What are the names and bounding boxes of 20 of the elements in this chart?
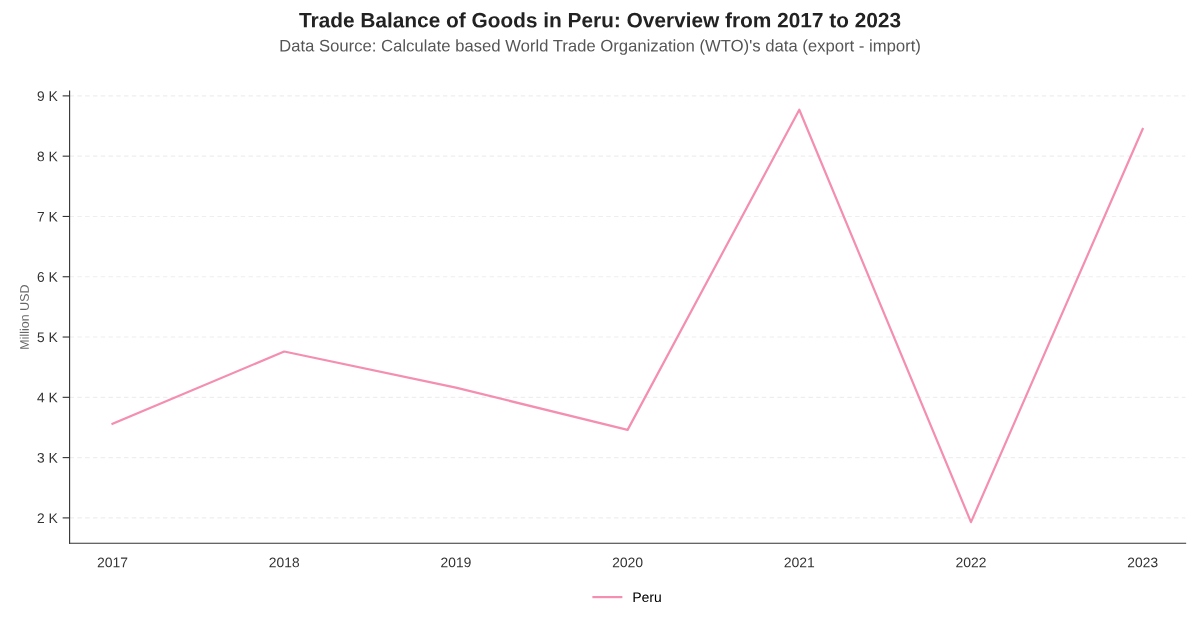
x-tick-label: 2019 (441, 557, 471, 568)
y-tick-label: 3 K (37, 452, 58, 463)
legend-label: Peru (633, 592, 661, 603)
x-tick-label: 2020 (612, 557, 643, 568)
x-tick-label: 2017 (97, 557, 128, 568)
y-tick-label: 6 K (37, 272, 58, 282)
y-axis-title: Million USD (19, 285, 29, 349)
x-tick-label: 2023 (1127, 557, 1158, 568)
y-tick-label: 2 K (37, 513, 58, 523)
chart-title: Trade Balance of Goods in Peru: Overview from 2017 to 2023 (299, 12, 901, 28)
line-series (111, 108, 1144, 524)
y-tick-label: 7 K (37, 211, 58, 222)
x-tick-label: 2022 (956, 557, 986, 568)
chart-subtitle: Data Source: Calculate based World Trade Organization (WTO)'s data (export - import) (280, 39, 920, 55)
y-tick-label: 8 K (37, 151, 58, 162)
y-tick-label: 5 K (37, 332, 58, 343)
y-tick-label: 9 K (37, 91, 58, 102)
y-tick-label: 4 K (37, 392, 58, 403)
x-tick-label: 2018 (269, 557, 300, 568)
x-tick-label: 2021 (784, 557, 815, 568)
